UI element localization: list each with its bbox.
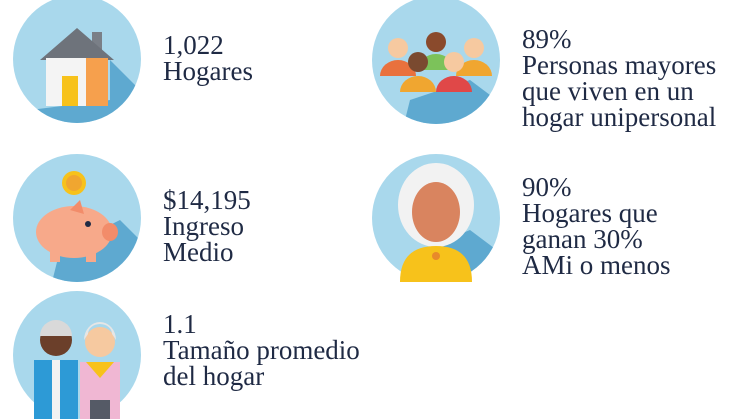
stat-label: hogar unipersonal (522, 102, 716, 132)
elderly-woman-icon (372, 154, 500, 282)
people-icon (372, 0, 500, 124)
stat-value: 89% (522, 24, 572, 54)
stat-value: 90% (522, 172, 572, 202)
stat-label: Tamaño promedio (163, 335, 360, 365)
stat-value: 1.1 (163, 309, 197, 339)
stat-label: Ingreso (163, 211, 244, 241)
stat-label: Hogares que (522, 198, 658, 228)
piggy-bank-icon (13, 154, 141, 282)
stat-label: del hogar (163, 361, 264, 391)
stat-label: AMi o menos (522, 250, 671, 280)
elderly-couple-icon (13, 291, 141, 419)
stat-value: 1,022 (163, 30, 224, 60)
stat-label: Medio (163, 237, 234, 267)
stat-label: que viven en un (522, 76, 694, 106)
house-icon (13, 0, 141, 123)
stat-label: Hogares (163, 56, 253, 86)
stat-value: $14,195 (163, 185, 251, 215)
stat-label: ganan 30% (522, 224, 643, 254)
stat-label: Personas mayores (522, 50, 716, 80)
